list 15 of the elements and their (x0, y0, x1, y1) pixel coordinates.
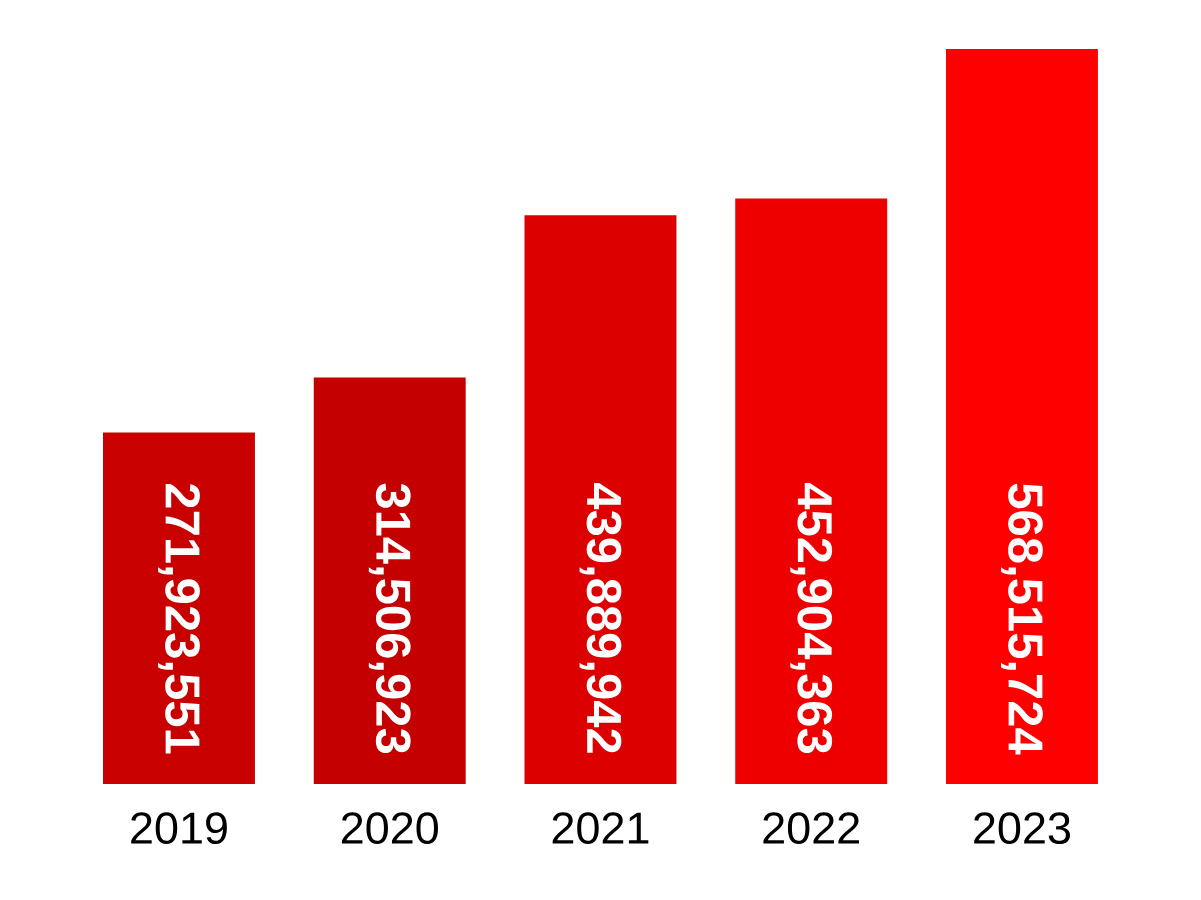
data-label: 314,506,923 (368, 483, 411, 753)
bar (945, 48, 1098, 784)
bar (524, 215, 677, 784)
x-tick-label: 2020 (341, 812, 438, 845)
x-tick-label: 2023 (974, 812, 1071, 845)
x-tick-label: 2022 (763, 812, 859, 845)
x-tick-label: 2021 (552, 812, 649, 845)
data-label: 271,923,551 (158, 484, 200, 754)
data-label: 439,889,942 (579, 483, 622, 753)
x-tick-label: 2019 (131, 812, 227, 845)
data-label: 452,904,363 (790, 483, 833, 753)
bar (735, 198, 888, 784)
bar (103, 432, 255, 784)
bar (313, 377, 466, 784)
data-label: 568,515,724 (1001, 483, 1043, 755)
